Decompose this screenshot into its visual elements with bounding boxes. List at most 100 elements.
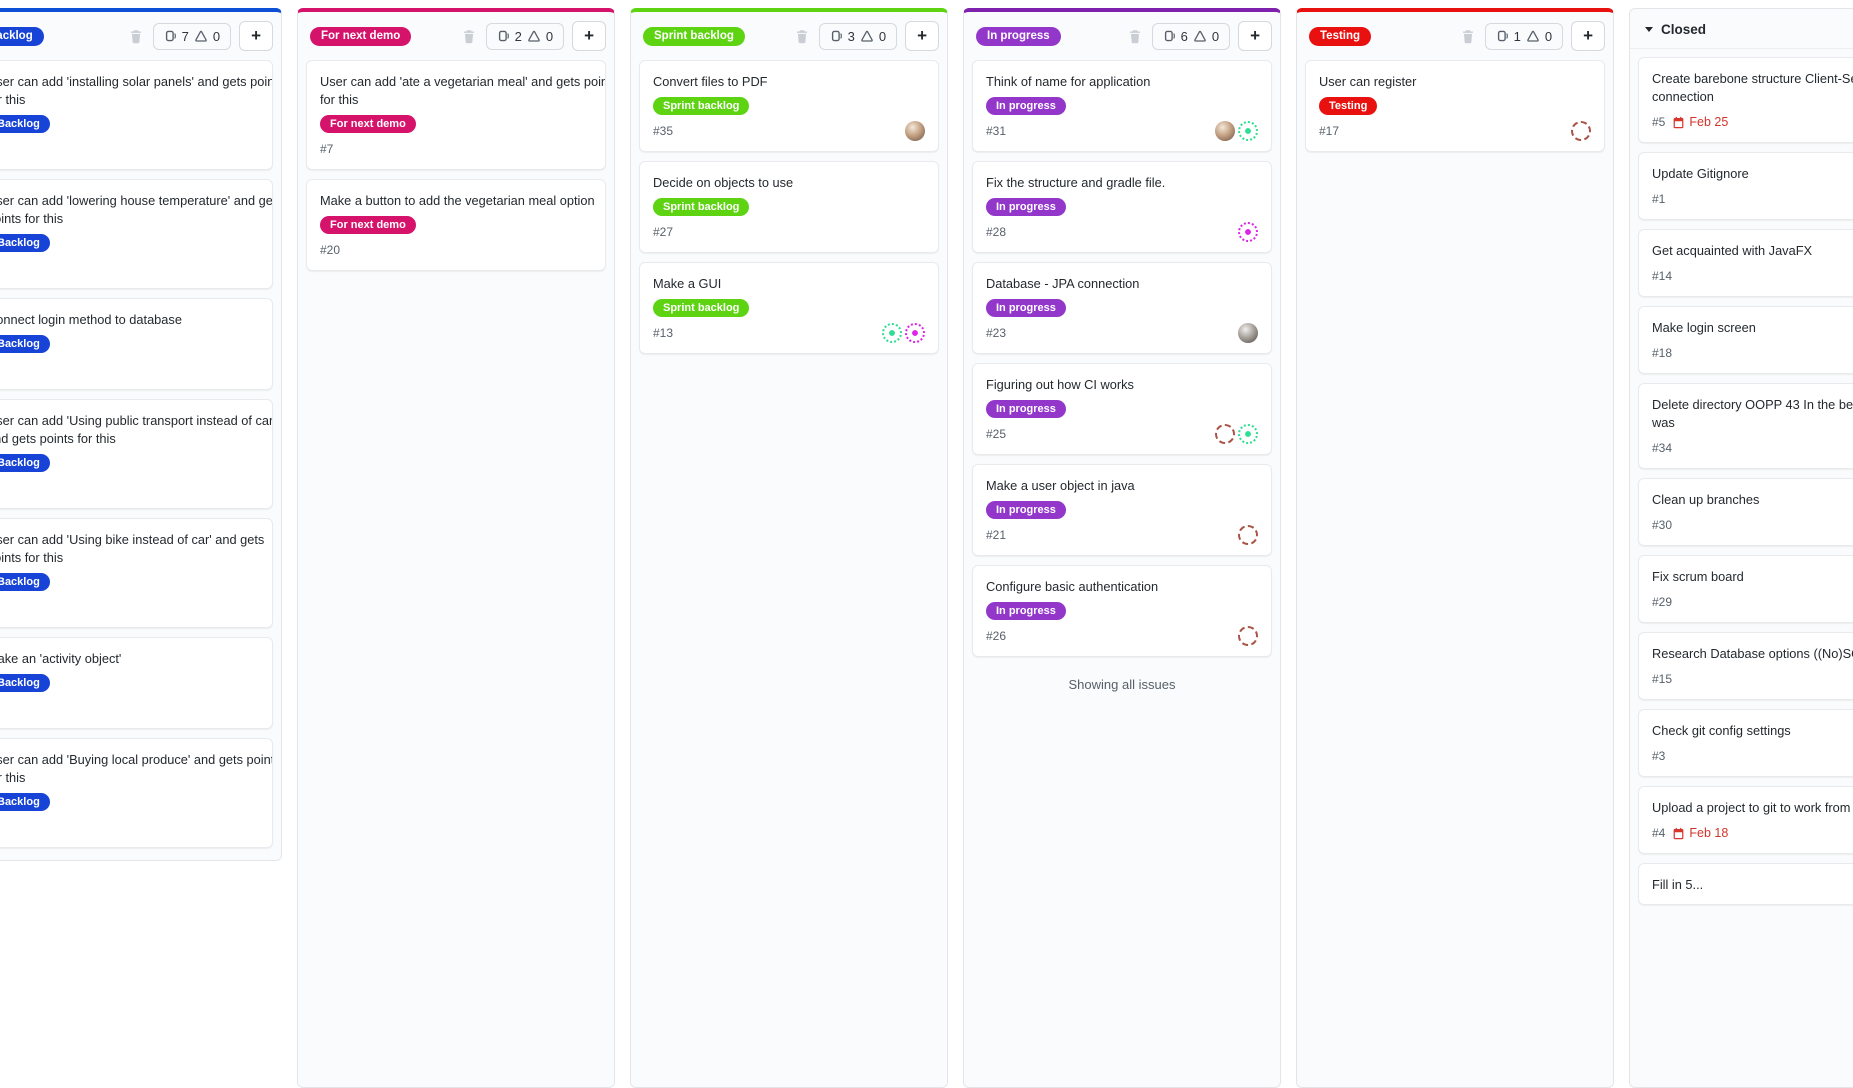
card-title[interactable]: Decide on objects to use <box>653 175 794 190</box>
avatar-ring-red <box>1215 424 1235 444</box>
card[interactable]: Fill in 5... <box>1638 863 1853 905</box>
add-card-button[interactable]: + <box>1571 21 1605 51</box>
card[interactable]: User can add 'Buying local produce' and … <box>0 738 273 848</box>
card[interactable]: Think of name for application In progress… <box>972 60 1272 152</box>
issue-number: #31 <box>986 124 1007 138</box>
column-label: In progress <box>976 26 1061 46</box>
issue-number: #1 <box>1652 192 1666 206</box>
card[interactable]: Connect login method to database Backlog <box>0 298 273 390</box>
card-title[interactable]: Fill in 5... <box>1652 877 1704 892</box>
column-header: Sprint backlog 3 0 + <box>631 12 947 58</box>
alert-icon <box>860 29 874 43</box>
card[interactable]: User can add 'installing solar panels' a… <box>0 60 273 170</box>
card-title[interactable]: Fix the structure and gradle file. <box>986 175 1166 190</box>
add-card-button[interactable]: + <box>905 21 939 51</box>
card[interactable]: User can add 'ate a vegetarian meal' and… <box>306 60 606 170</box>
card[interactable]: Make an 'activity object' Backlog <box>0 637 273 729</box>
card-title[interactable]: Make an 'activity object' <box>0 651 122 666</box>
card-title[interactable]: Clean up branches <box>1652 492 1760 507</box>
closed-column-toggle[interactable]: Closed <box>1630 9 1853 49</box>
card-title[interactable]: Get acquainted with JavaFX <box>1652 243 1813 258</box>
assignee-avatars <box>1215 121 1258 141</box>
card-meta: #35 <box>653 121 925 141</box>
card[interactable]: Get acquainted with JavaFX #14 <box>1638 229 1853 297</box>
card[interactable]: Configure basic authentication In progres… <box>972 565 1272 657</box>
card[interactable]: Decide on objects to use Sprint backlog #2… <box>639 161 939 253</box>
due-date: Feb 18 <box>1672 826 1728 840</box>
trash-button[interactable] <box>1460 27 1477 45</box>
card-title[interactable]: Delete directory OOPP 43 In the beginnin… <box>1652 397 1853 430</box>
card[interactable]: Make a GUI Sprint backlog #13 <box>639 262 939 354</box>
card[interactable]: Convert files to PDF Sprint backlog #35 <box>639 60 939 152</box>
card-meta: #28 <box>986 222 1258 242</box>
card[interactable]: Create barebone structure Client-Server … <box>1638 57 1853 143</box>
card-title[interactable]: User can add 'ate a vegetarian meal' and… <box>320 74 605 107</box>
card[interactable]: Figuring out how CI works In progress #25 <box>972 363 1272 455</box>
card-title[interactable]: Upload a project to git to work from <box>1652 800 1851 815</box>
cards-list: Convert files to PDF Sprint backlog #35 Dec… <box>631 58 947 362</box>
card[interactable]: Delete directory OOPP 43 In the beginnin… <box>1638 383 1853 469</box>
card-meta: #18 <box>1652 343 1853 363</box>
card[interactable]: Make login screen #18 <box>1638 306 1853 374</box>
card-count: 1 <box>1513 28 1521 44</box>
add-card-button[interactable]: + <box>1238 21 1272 51</box>
trash-button[interactable] <box>794 27 811 45</box>
avatar-dots-green <box>1238 424 1258 444</box>
card-meta: #30 <box>1652 515 1853 535</box>
cards-list: User can add 'installing solar panels' a… <box>0 58 281 856</box>
card[interactable]: User can add 'Using public transport ins… <box>0 399 273 509</box>
card[interactable]: User can add 'Using bike instead of car'… <box>0 518 273 628</box>
showing-all-issues-link[interactable]: Showing all issues <box>1068 677 1176 692</box>
card[interactable]: Research Database options ((No)SQL?) #15 <box>1638 632 1853 700</box>
card-title[interactable]: Connect login method to database <box>0 312 182 327</box>
trash-icon <box>461 28 478 45</box>
trash-button[interactable] <box>461 27 478 45</box>
cards-list: Think of name for application In progress… <box>964 58 1280 665</box>
card-title[interactable]: Create barebone structure Client-Server … <box>1652 71 1853 104</box>
card-title[interactable]: Research Database options ((No)SQL?) <box>1652 646 1853 661</box>
trash-icon <box>794 28 811 45</box>
card[interactable]: Clean up branches #30 <box>1638 478 1853 546</box>
card[interactable]: Upload a project to git to work from #4 Fe… <box>1638 786 1853 854</box>
card-title[interactable]: Make a user object in java <box>986 478 1135 493</box>
trash-button[interactable] <box>1127 27 1144 45</box>
card-meta: #4 Feb 18 <box>1652 823 1853 843</box>
issue-number: #17 <box>1319 124 1340 138</box>
card-title[interactable]: Think of name for application <box>986 74 1151 89</box>
avatar-dots-magenta <box>905 323 925 343</box>
card-title[interactable]: Convert files to PDF <box>653 74 768 89</box>
trash-button[interactable] <box>128 27 145 45</box>
card[interactable]: Update Gitignore #1 <box>1638 152 1853 220</box>
card-title[interactable]: User can add 'installing solar panels' a… <box>0 74 272 107</box>
issue-number: #21 <box>986 528 1007 542</box>
card-title[interactable]: Make a button to add the vegetarian meal… <box>320 193 595 208</box>
card-title[interactable]: User can add 'lowering house temperature… <box>0 193 273 226</box>
card-title[interactable]: User can add 'Using bike instead of car'… <box>0 532 265 565</box>
card[interactable]: Make a button to add the vegetarian meal… <box>306 179 606 271</box>
issue-number: #35 <box>653 124 674 138</box>
card-title[interactable]: Configure basic authentication <box>986 579 1159 594</box>
card[interactable]: Fix the structure and gradle file. In pro… <box>972 161 1272 253</box>
card[interactable]: User can add 'lowering house temperature… <box>0 179 273 289</box>
card-title[interactable]: Fix scrum board <box>1652 569 1744 584</box>
card[interactable]: Check git config settings #3 <box>1638 709 1853 777</box>
card[interactable]: Make a user object in java In progress #21 <box>972 464 1272 556</box>
card-title[interactable]: Make a GUI <box>653 276 722 291</box>
card-title[interactable]: Figuring out how CI works <box>986 377 1134 392</box>
trash-icon <box>128 28 145 45</box>
card-title[interactable]: Check git config settings <box>1652 723 1791 738</box>
card-title[interactable]: User can register <box>1319 74 1417 89</box>
add-card-button[interactable]: + <box>572 21 606 51</box>
card-title[interactable]: Make login screen <box>1652 320 1756 335</box>
add-card-button[interactable]: + <box>239 21 273 51</box>
card[interactable]: Database - JPA connection In progress #23 <box>972 262 1272 354</box>
card-title[interactable]: User can add 'Buying local produce' and … <box>0 752 272 785</box>
card-label: Backlog <box>0 793 50 811</box>
trash-icon <box>1460 28 1477 45</box>
card[interactable]: User can register Testing #17 <box>1305 60 1605 152</box>
card-title[interactable]: User can add 'Using public transport ins… <box>0 413 273 446</box>
card-title[interactable]: Database - JPA connection <box>986 276 1140 291</box>
card-title[interactable]: Update Gitignore <box>1652 166 1749 181</box>
card[interactable]: Fix scrum board #29 <box>1638 555 1853 623</box>
